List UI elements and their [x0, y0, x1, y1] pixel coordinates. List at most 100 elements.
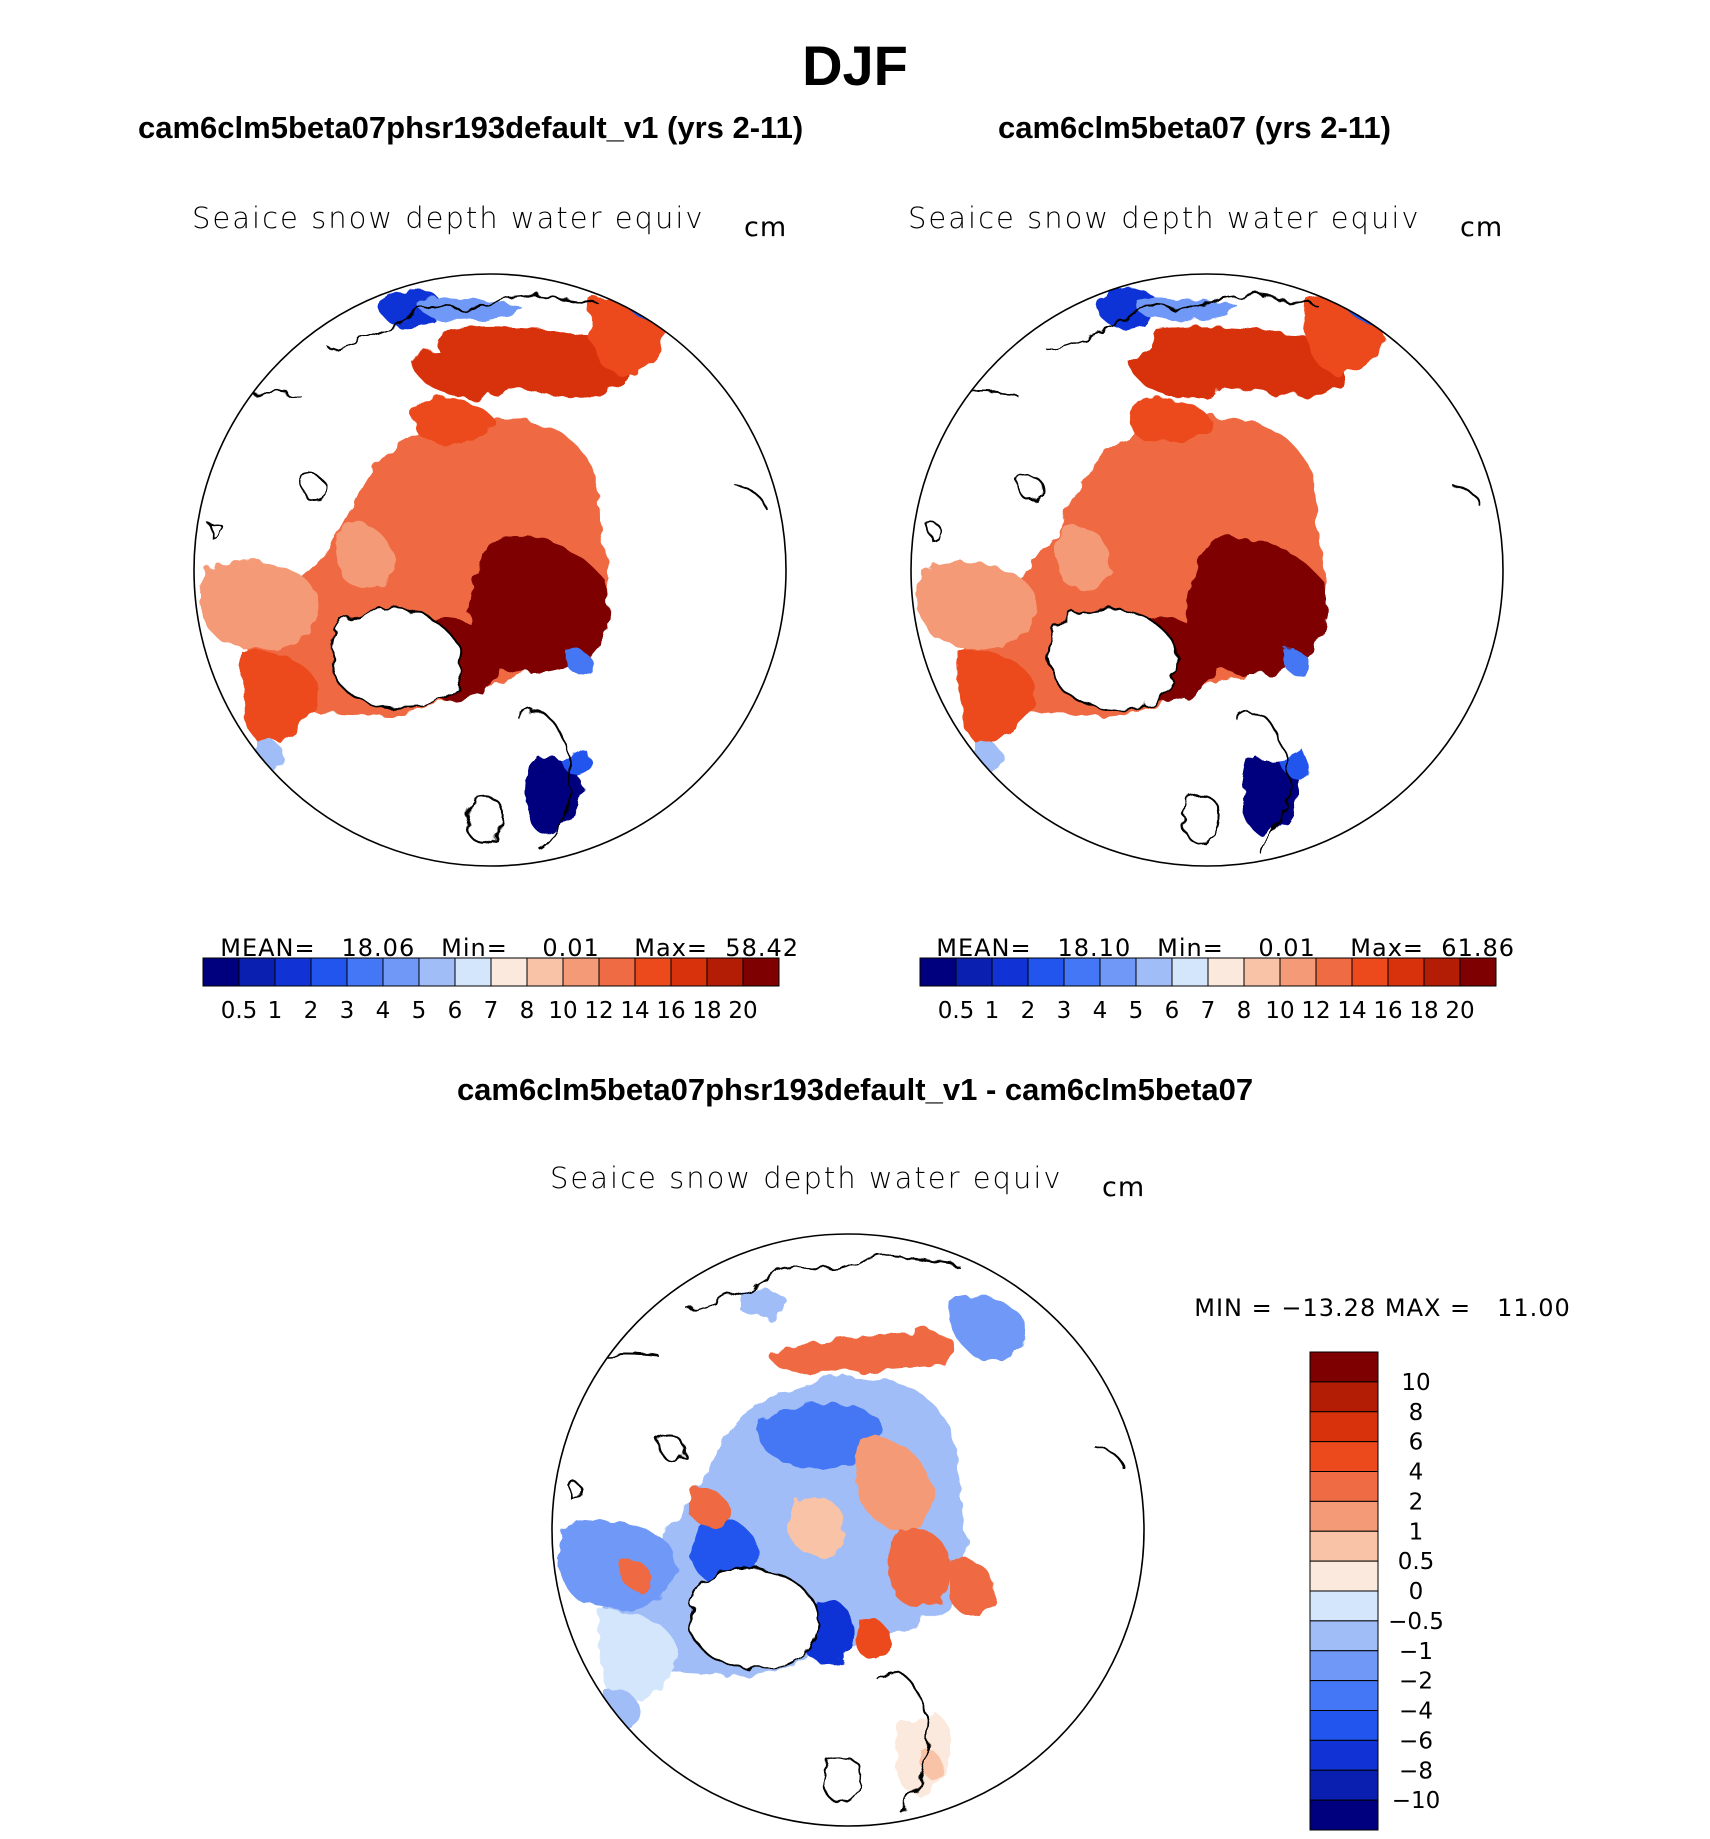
- colorbar-swatch: [1423, 957, 1461, 987]
- colorbar-swatch: [1171, 957, 1209, 987]
- panel-2-colorbar: 0.5 1 2 3 4 5 6 7 8 10 12 14 16 18 20: [919, 957, 1497, 1024]
- colorbar-swatch: [1309, 1381, 1379, 1413]
- colorbar-swatch: [1309, 1441, 1379, 1472]
- colorbar-tick-label: −4: [1399, 1699, 1433, 1725]
- colorbar-tick-label: 10: [548, 998, 577, 1024]
- min-label: Min=: [441, 934, 508, 962]
- mean-label: MEAN=: [220, 934, 316, 962]
- max-value: 11.00: [1497, 1294, 1571, 1322]
- panel-2-stats: MEAN= 18.10 Min= 0.01 Max= 61.86: [919, 906, 1515, 962]
- colorbar-swatch: [1309, 1680, 1379, 1711]
- min-value: −13.28: [1281, 1294, 1377, 1322]
- colorbar-tick-label: −8: [1399, 1758, 1433, 1784]
- mean-value: 18.10: [1057, 934, 1132, 962]
- colorbar-tick-label: 0: [1409, 1579, 1424, 1605]
- colorbar-tick-label: 16: [1373, 998, 1402, 1024]
- panel-1-units: cm: [744, 212, 788, 243]
- colorbar-swatch: [1027, 957, 1065, 987]
- panel-2-units: cm: [1460, 212, 1504, 243]
- colorbar-tick-label: 6: [448, 998, 463, 1024]
- colorbar-swatch: [598, 957, 636, 987]
- colorbar-swatch: [202, 957, 240, 987]
- colorbar-swatch: [991, 957, 1029, 987]
- colorbar-tick-label: 8: [1237, 998, 1252, 1024]
- colorbar-swatch: [454, 957, 492, 987]
- min-value: 0.01: [542, 934, 600, 962]
- colorbar-swatch: [1309, 1769, 1379, 1801]
- colorbar-tick-label: −1: [1399, 1639, 1433, 1665]
- colorbar-swatch: [346, 957, 384, 987]
- diff-units: cm: [1102, 1172, 1146, 1203]
- max-value: 58.42: [725, 934, 800, 962]
- colorbar-tick-label: 1: [1409, 1519, 1424, 1545]
- colorbar-tick-label: −0.5: [1388, 1609, 1444, 1635]
- colorbar-swatch: [1309, 1739, 1379, 1771]
- diff-colorbar: 10 8 6 4 2 1 0.5 0 −0.5 −1 −2 −4 −6 −8 −10: [1309, 1351, 1444, 1831]
- colorbar-tick-label: −6: [1399, 1728, 1433, 1754]
- colorbar-swatch: [919, 957, 957, 987]
- colorbar-swatch: [1309, 1351, 1379, 1383]
- colorbar-tick-label: 16: [656, 998, 685, 1024]
- colorbar-tick-label: 10: [1401, 1370, 1430, 1396]
- colorbar-swatch: [562, 957, 600, 987]
- max-label: MAX =: [1384, 1294, 1472, 1322]
- page-title: DJF: [802, 34, 908, 97]
- panel-2-variable-title: Seaice snow depth water equiv: [908, 201, 1421, 235]
- colorbar-tick-label: 6: [1409, 1430, 1424, 1456]
- colorbar-swatch: [1207, 957, 1245, 987]
- colorbar-tick-label: 3: [1057, 998, 1072, 1024]
- colorbar-tick-label: 4: [1093, 998, 1108, 1024]
- colorbar-swatch: [274, 957, 312, 987]
- colorbar-tick-label: 0.5: [938, 998, 975, 1024]
- colorbar-tick-label: 4: [376, 998, 391, 1024]
- mean-label: MEAN=: [936, 934, 1032, 962]
- colorbar-tick-label: 10: [1265, 998, 1294, 1024]
- panel-2-map: [910, 273, 1504, 867]
- colorbar-swatch: [1309, 1530, 1379, 1562]
- max-label: Max=: [634, 934, 709, 962]
- colorbar-swatch: [1309, 1650, 1379, 1682]
- colorbar-swatch: [1279, 957, 1317, 987]
- colorbar-swatch: [310, 957, 348, 987]
- colorbar-swatch: [1309, 1620, 1379, 1652]
- colorbar-swatch: [1309, 1560, 1379, 1592]
- colorbar-swatch: [1309, 1411, 1379, 1443]
- colorbar-tick-label: 3: [340, 998, 355, 1024]
- colorbar-tick-label: 5: [412, 998, 427, 1024]
- min-label: MIN =: [1194, 1294, 1273, 1322]
- colorbar-tick-label: 1: [985, 998, 1000, 1024]
- colorbar-tick-label: 7: [1201, 998, 1216, 1024]
- mean-value: 18.06: [341, 934, 416, 962]
- colorbar-swatch: [526, 957, 564, 987]
- colorbar-swatch: [1459, 957, 1497, 987]
- colorbar-tick-label: 2: [1409, 1489, 1424, 1515]
- colorbar-swatch: [382, 957, 420, 987]
- colorbar-swatch: [238, 957, 276, 987]
- colorbar-swatch: [955, 957, 993, 987]
- colorbar-tick-label: 14: [1337, 998, 1366, 1024]
- colorbar-swatch: [1309, 1500, 1379, 1532]
- colorbar-tick-label: 0.5: [221, 998, 258, 1024]
- colorbar-swatch: [1309, 1471, 1379, 1502]
- panel-1-title: cam6clm5beta07phsr193default_v1 (yrs 2-1…: [138, 110, 804, 145]
- colorbar-tick-label: 0.5: [1398, 1549, 1435, 1575]
- colorbar-tick-label: 12: [1301, 998, 1330, 1024]
- colorbar-tick-label: 20: [728, 998, 757, 1024]
- colorbar-tick-label: −10: [1392, 1788, 1441, 1814]
- panel-2-title: cam6clm5beta07 (yrs 2-11): [998, 110, 1391, 145]
- colorbar-swatch: [1135, 957, 1173, 987]
- colorbar-tick-label: 2: [1021, 998, 1036, 1024]
- colorbar-swatch: [670, 957, 708, 987]
- colorbar-swatch: [742, 957, 780, 987]
- colorbar-swatch: [418, 957, 456, 987]
- colorbar-tick-label: 7: [484, 998, 499, 1024]
- colorbar-tick-label: 5: [1129, 998, 1144, 1024]
- colorbar-tick-label: 8: [520, 998, 535, 1024]
- colorbar-swatch: [1099, 957, 1137, 987]
- colorbar-swatch: [490, 957, 528, 987]
- colorbar-tick-label: 4: [1409, 1460, 1424, 1486]
- max-value: 61.86: [1441, 934, 1516, 962]
- colorbar-swatch: [1309, 1799, 1379, 1831]
- colorbar-tick-label: 18: [1409, 998, 1438, 1024]
